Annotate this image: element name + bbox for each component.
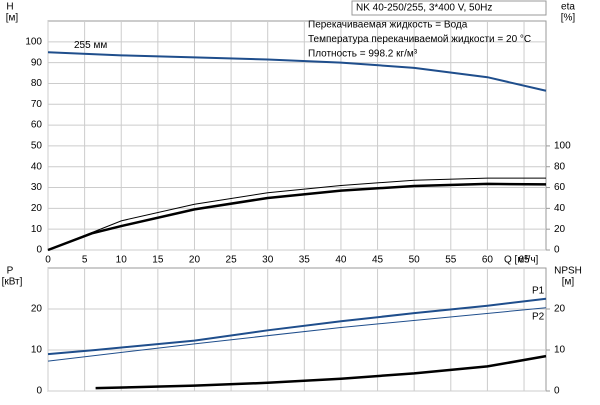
y-tick-label: 100 (25, 36, 42, 47)
curve (47, 177, 546, 251)
y-axis-label: P (7, 266, 14, 277)
y2-tick-label: 20 (554, 224, 566, 235)
y2-tick-label: 10 (554, 345, 566, 356)
y2-axis-label: eta (561, 2, 575, 13)
annotation: Температура перекачиваемой жидкости = 20… (308, 34, 531, 45)
x-tick-label: 30 (262, 255, 274, 266)
x-tick-label: 25 (226, 255, 238, 266)
y2-axis-label: NPSH (554, 266, 582, 277)
y2-tick-label: 60 (554, 182, 566, 193)
y-tick-label: 20 (31, 304, 43, 315)
y-tick-label: 50 (31, 141, 43, 152)
x-tick-label: 15 (152, 255, 164, 266)
y-tick-label: 90 (31, 57, 43, 68)
y-axis-unit: [м] (6, 13, 19, 24)
y-axis-unit: [кВт] (2, 277, 23, 288)
plot-area (47, 267, 547, 392)
y2-tick-label: 0 (554, 245, 560, 256)
x-axis-label: Q [м³/ч] (504, 255, 539, 266)
x-tick-label: 20 (189, 255, 201, 266)
curve (47, 182, 547, 252)
x-tick-label: 45 (372, 255, 384, 266)
curve (47, 51, 547, 92)
curve (47, 307, 547, 362)
y2-tick-label: 0 (554, 386, 560, 397)
y-tick-label: 0 (36, 386, 42, 397)
curve (47, 297, 547, 356)
y2-tick-label: 40 (554, 203, 566, 214)
y2-tick-label: 80 (554, 161, 566, 172)
y-tick-label: 20 (31, 203, 43, 214)
x-tick-label: 0 (45, 255, 51, 266)
y-tick-label: 30 (31, 182, 43, 193)
x-tick-label: 65 (518, 255, 530, 266)
annotation: Плотность = 998.2 кг/м³ (308, 49, 418, 60)
y2-tick-label: 100 (554, 141, 571, 152)
x-tick-label: 60 (482, 255, 494, 266)
y2-tick-label: 20 (554, 304, 566, 315)
x-tick-label: 50 (409, 255, 421, 266)
x-tick-label: 55 (445, 255, 457, 266)
y-tick-label: 0 (36, 245, 42, 256)
x-tick-label: 10 (116, 255, 128, 266)
y-tick-label: 10 (31, 224, 43, 235)
y-tick-label: 40 (31, 161, 43, 172)
curve-label: P1 (532, 285, 545, 296)
annotation: Перекачиваемая жидкость = Вода (308, 20, 468, 31)
y2-axis-unit: [%] (561, 13, 576, 24)
x-tick-label: 35 (299, 255, 311, 266)
x-tick-label: 5 (82, 255, 88, 266)
x-tick-label: 40 (335, 255, 347, 266)
y-tick-label: 10 (31, 345, 43, 356)
y-tick-label: 70 (31, 99, 43, 110)
curve-label: P2 (532, 311, 545, 322)
title-box (351, 0, 547, 16)
y2-axis-unit: [м] (562, 277, 575, 288)
y-axis-label: H (6, 2, 13, 13)
y-tick-label: 60 (31, 120, 43, 131)
curve (95, 354, 547, 390)
chart-title: NK 40-250/255, 3*400 V, 50Hz (356, 3, 492, 14)
curve-label: 255 мм (74, 40, 107, 51)
y-tick-label: 80 (31, 78, 43, 89)
